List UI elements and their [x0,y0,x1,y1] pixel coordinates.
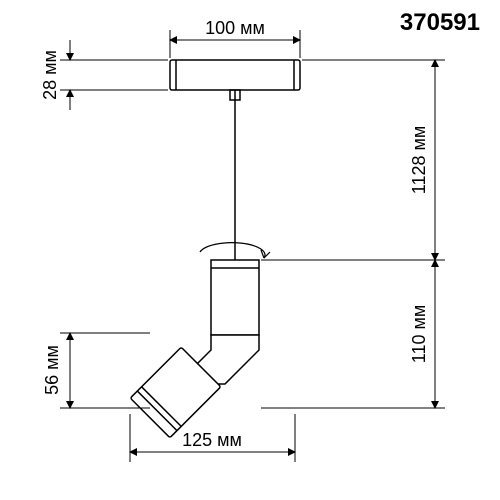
product-code: 370591 [400,9,480,36]
dim-body-width-label: 125 мм [182,430,242,450]
cable [230,90,240,260]
canopy [170,60,300,90]
dim-canopy-width: 100 мм [170,18,300,58]
dim-spot-diameter-label: 56 мм [42,345,62,395]
dim-canopy-height: 28 мм [40,40,168,110]
dim-body-height-label: 110 мм [409,305,429,363]
dim-cable-length-label: 1128 мм [409,126,429,194]
dim-body-height: 110 мм [261,260,445,408]
lamp-body [130,260,259,438]
dimension-diagram: 370591 [0,0,500,500]
dim-canopy-height-label: 28 мм [40,50,60,100]
dim-canopy-width-label: 100 мм [205,18,265,38]
